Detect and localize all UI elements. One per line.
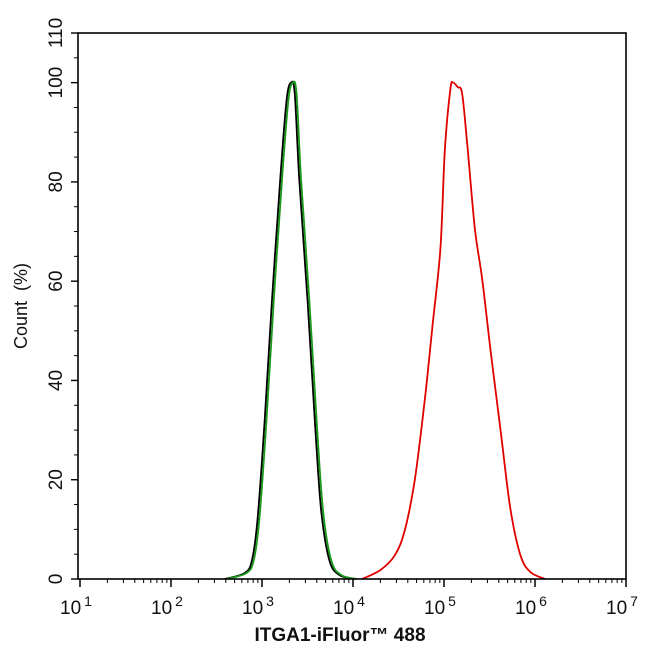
y-tick-label: 0	[46, 574, 67, 585]
curve-red	[361, 80, 546, 580]
y-tick-label: 100	[46, 67, 67, 99]
y-axis-title: Count (%)	[11, 263, 31, 349]
x-axis-tick-labels: 10 1 10 2 10 3 10 4 10 5 10 6 10 7	[60, 593, 638, 619]
x-tick-label: 10 2	[151, 593, 183, 619]
histogram-curves	[224, 80, 546, 580]
x-tick-label: 10 5	[424, 593, 456, 619]
x-tick-label: 10 7	[606, 593, 638, 619]
x-tick-label: 10 6	[515, 593, 547, 619]
y-tick-label: 40	[46, 370, 67, 391]
y-axis-tick-labels: 0 20 40 60 80 100 110	[46, 18, 67, 584]
curve-black	[224, 80, 356, 580]
x-tick-label: 10 3	[242, 593, 274, 619]
curve-green	[226, 80, 357, 580]
y-tick-label: 80	[46, 171, 67, 192]
y-axis-ticks	[71, 32, 78, 580]
y-tick-label: 60	[46, 271, 67, 292]
x-tick-label: 10 4	[333, 593, 365, 619]
y-tick-label: 20	[46, 469, 67, 490]
x-axis-title: ITGA1-iFluor™ 488	[254, 625, 425, 646]
plot-frame	[77, 32, 627, 580]
y-tick-label: 110	[46, 18, 67, 48]
x-tick-label: 10 1	[60, 593, 92, 619]
x-axis-ticks	[79, 579, 627, 587]
